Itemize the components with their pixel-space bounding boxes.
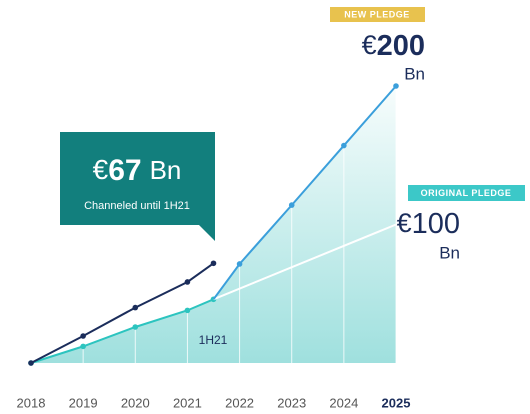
data-point	[236, 261, 243, 267]
unit: Bn	[150, 155, 182, 185]
x-tick-label: 2024	[329, 395, 358, 410]
series-line	[213, 223, 397, 301]
amount: 100	[412, 208, 460, 240]
data-point	[184, 279, 191, 285]
amount: 67	[108, 154, 141, 187]
x-tick-label: 2025	[382, 395, 411, 410]
currency: €	[397, 208, 412, 238]
mark-layer	[28, 83, 399, 366]
callout-pointer	[199, 225, 215, 241]
x-tick-label: 2019	[69, 395, 98, 410]
area-fill	[31, 86, 396, 363]
callout-note: Channeled until 1H21	[84, 200, 190, 212]
x-tick-label: 2020	[121, 395, 150, 410]
badge	[330, 7, 425, 22]
currency: €	[362, 30, 377, 60]
pledge-unit: Bn	[439, 243, 460, 262]
x-tick-label: 2022	[225, 395, 254, 410]
callout-amount: €67 Bn	[93, 154, 182, 187]
pledge-amount: €100	[397, 208, 460, 240]
data-point	[184, 307, 191, 314]
callout-box	[60, 132, 215, 225]
x-tick-label: 2023	[277, 395, 306, 410]
data-point	[132, 304, 139, 311]
data-point	[28, 360, 34, 366]
amount: 200	[377, 30, 425, 62]
x-tick-label: 2018	[17, 395, 46, 410]
pledge-unit: Bn	[404, 64, 425, 83]
badge-text: NEW PLEDGE	[344, 9, 410, 19]
x-tick-label: 2021	[173, 395, 202, 410]
badge-text: ORIGINAL PLEDGE	[421, 188, 512, 198]
currency: €	[93, 154, 109, 185]
data-point	[80, 343, 86, 350]
data-point	[80, 333, 86, 339]
data-point	[210, 260, 217, 267]
point-label: 1H21	[199, 333, 228, 347]
data-point	[132, 324, 139, 330]
badge	[408, 185, 525, 201]
pledge-amount: €200	[362, 30, 425, 62]
data-point	[288, 202, 295, 208]
data-point	[341, 142, 347, 149]
data-point	[393, 83, 399, 89]
